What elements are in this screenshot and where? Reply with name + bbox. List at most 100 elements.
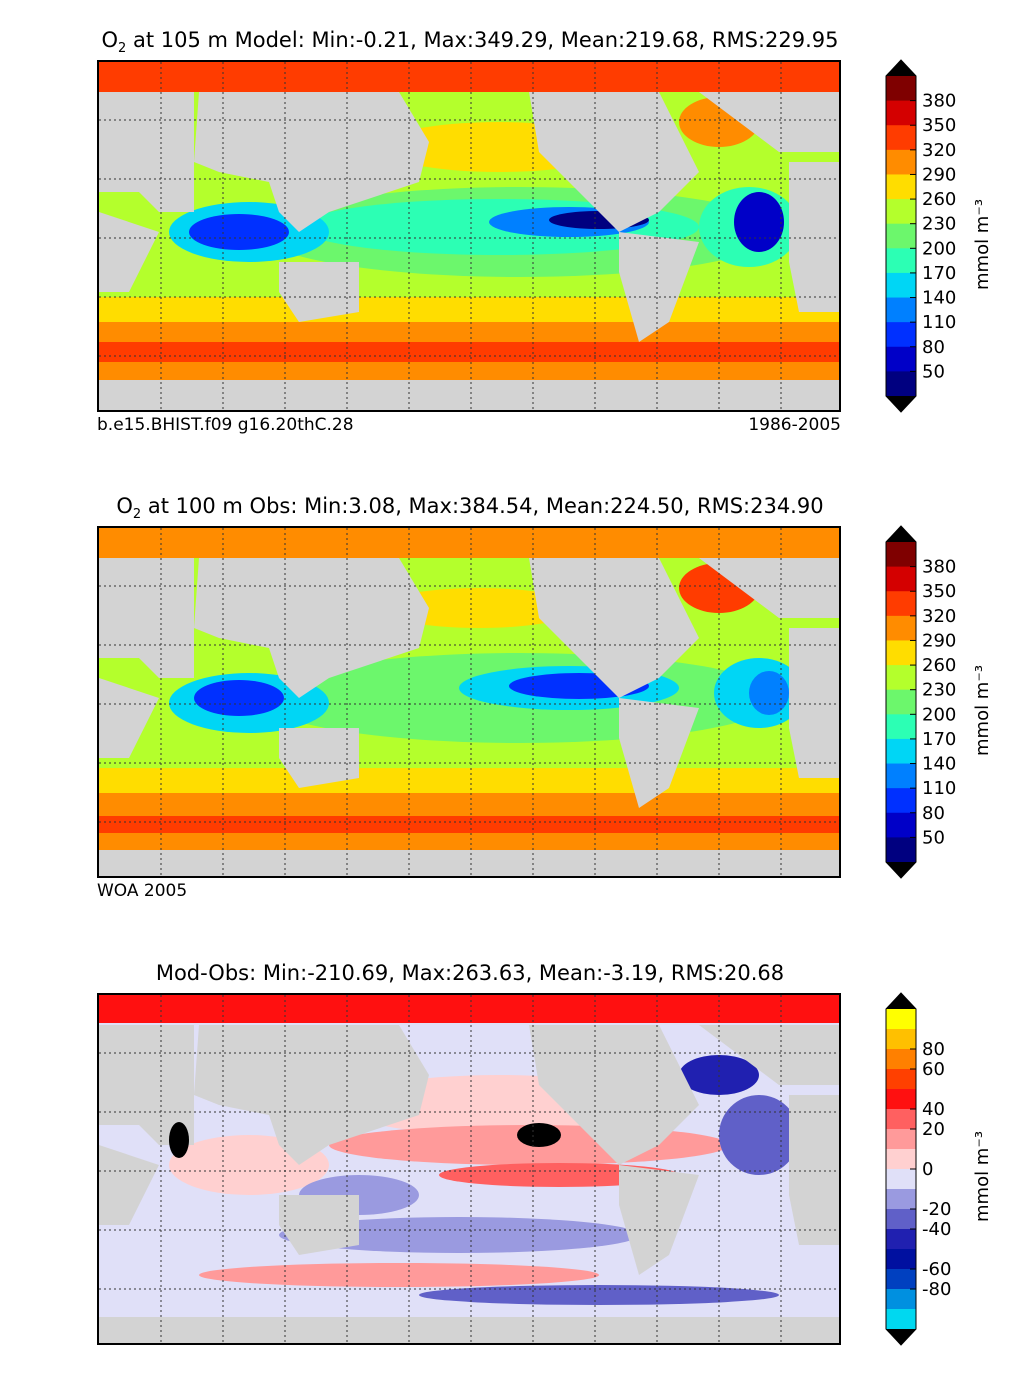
colorbar-tick-label: 230 bbox=[922, 214, 956, 235]
colorbar-tick-label: 320 bbox=[922, 606, 956, 627]
colorbar-band bbox=[886, 763, 916, 789]
colorbar-band bbox=[886, 248, 916, 274]
colorbar-tick-label: 200 bbox=[922, 704, 956, 725]
colorbar-tick-label: 350 bbox=[922, 581, 956, 602]
colorbar-tick-label: 350 bbox=[922, 115, 956, 136]
colorbar-tick-label: 50 bbox=[922, 827, 945, 848]
colorbar-band bbox=[886, 1049, 916, 1070]
colorbar-band bbox=[886, 371, 916, 397]
colorbar-band bbox=[886, 1189, 916, 1210]
colorbar-band bbox=[886, 322, 916, 348]
colorbar-band bbox=[886, 1249, 916, 1270]
colorbar-tick-label: 80 bbox=[922, 803, 945, 824]
colorbar-band bbox=[886, 1169, 916, 1190]
colorbar-tick-label: 290 bbox=[922, 164, 956, 185]
colorbar-tick-label: 140 bbox=[922, 288, 956, 309]
colorbar-over-arrow bbox=[886, 526, 916, 542]
colorbar-band bbox=[886, 272, 916, 299]
colorbar-over-arrow bbox=[886, 60, 916, 76]
obs-map-field bbox=[99, 528, 839, 876]
colorbar-tick-label: 80 bbox=[922, 1039, 945, 1060]
colorbar-band bbox=[886, 1069, 916, 1090]
colorbar-tick-label: 20 bbox=[922, 1119, 945, 1140]
colorbar-tick-label: 80 bbox=[922, 337, 945, 358]
colorbar-band bbox=[886, 1289, 916, 1310]
colorbar-band bbox=[886, 1089, 916, 1110]
colorbar-under-arrow bbox=[886, 1329, 916, 1345]
colorbar-band bbox=[886, 1009, 916, 1030]
colorbar-tick-label: 260 bbox=[922, 655, 956, 676]
colorbar-tick-label: 230 bbox=[922, 680, 956, 701]
model-footer-right: 1986-2005 bbox=[748, 415, 841, 435]
colorbar-band bbox=[886, 1149, 916, 1170]
obs-title: O2 at 100 m Obs: Min:3.08, Max:384.54, M… bbox=[116, 494, 824, 523]
colorbar-tick-label: 140 bbox=[922, 754, 956, 775]
colorbar-tick-label: 200 bbox=[922, 238, 956, 259]
colorbar-band bbox=[886, 223, 916, 249]
diff-title: Mod-Obs: Min:-210.69, Max:263.63, Mean:-… bbox=[155, 961, 785, 985]
colorbar-band bbox=[886, 566, 916, 592]
colorbar-outline bbox=[885, 59, 917, 413]
model-colorbar-unit: mmol m⁻³ bbox=[972, 198, 993, 290]
colorbar-band bbox=[886, 615, 916, 641]
colorbar-band bbox=[886, 837, 916, 863]
colorbar-band bbox=[886, 542, 916, 568]
colorbar-band bbox=[886, 640, 916, 666]
colorbar-tick-label: 50 bbox=[922, 361, 945, 382]
model-map-field bbox=[99, 62, 839, 410]
colorbar-tick-label: 380 bbox=[922, 91, 956, 112]
colorbar-tick-label: 110 bbox=[922, 312, 956, 333]
colorbar-band bbox=[886, 591, 916, 617]
colorbar-tick-label: -20 bbox=[922, 1199, 951, 1220]
colorbar-svg: 380 350 320 290 260 230 200 170 140 110 80 50 bbox=[885, 525, 956, 879]
colorbar-band bbox=[886, 76, 916, 102]
colorbar-band bbox=[886, 125, 916, 151]
colorbar-band bbox=[886, 100, 916, 126]
diff-map-field bbox=[99, 995, 839, 1343]
colorbar-tick-label: 290 bbox=[922, 630, 956, 651]
colorbar-tick-label: 170 bbox=[922, 263, 956, 284]
model-footer-left: b.e15.BHIST.f09 g16.20thC.28 bbox=[97, 415, 354, 435]
colorbar-tick-label: -60 bbox=[922, 1259, 951, 1280]
colorbar-band bbox=[886, 297, 916, 323]
colorbar-tick-label: 170 bbox=[922, 729, 956, 750]
diff-map bbox=[97, 993, 841, 1345]
colorbar-band bbox=[886, 1309, 916, 1330]
colorbar-tick-label: 0 bbox=[922, 1159, 933, 1180]
colorbar-tick-label: 320 bbox=[922, 140, 956, 161]
obs-colorbar: 380 350 320 290 260 230 200 170 140 110 80 50 bbox=[885, 525, 956, 879]
colorbar-tick-label: 40 bbox=[922, 1099, 945, 1120]
colorbar-band bbox=[886, 174, 916, 200]
colorbar-band bbox=[886, 1209, 916, 1230]
colorbar-band bbox=[886, 1129, 916, 1150]
colorbar-over-arrow bbox=[886, 993, 916, 1009]
diff-colorbar: 80 60 40 20 0 -20 -40 -60 -80 bbox=[885, 992, 951, 1346]
colorbar-band bbox=[886, 1229, 916, 1250]
colorbar-svg: 380 350 320 290 260 230 200 170 140 110 80 50 bbox=[885, 59, 956, 413]
colorbar-band bbox=[886, 714, 916, 740]
colorbar-band bbox=[886, 788, 916, 814]
colorbar-tick-label: 260 bbox=[922, 189, 956, 210]
colorbar-tick-label: -80 bbox=[922, 1279, 951, 1300]
colorbar-under-arrow bbox=[886, 396, 916, 412]
obs-map bbox=[97, 526, 841, 878]
colorbar-band bbox=[886, 1269, 916, 1290]
model-colorbar: 380 350 320 290 260 230 200 170 140 110 80 50 bbox=[885, 59, 956, 413]
colorbar-outline bbox=[885, 992, 917, 1346]
diff-colorbar-unit: mmol m⁻³ bbox=[972, 1130, 993, 1222]
colorbar-band bbox=[886, 689, 916, 715]
colorbar-tick-label: 110 bbox=[922, 778, 956, 799]
colorbar-band bbox=[886, 149, 916, 175]
colorbar-band bbox=[886, 812, 916, 838]
model-map bbox=[97, 60, 841, 412]
colorbar-band bbox=[886, 738, 916, 765]
colorbar-outline bbox=[885, 525, 917, 879]
colorbar-tick-label: 380 bbox=[922, 557, 956, 578]
model-title: O2 at 105 m Model: Min:-0.21, Max:349.29… bbox=[101, 28, 839, 57]
colorbar-band bbox=[886, 1029, 916, 1050]
colorbar-under-arrow bbox=[886, 862, 916, 878]
obs-colorbar-unit: mmol m⁻³ bbox=[972, 664, 993, 756]
colorbar-tick-label: 60 bbox=[922, 1059, 945, 1080]
colorbar-band bbox=[886, 346, 916, 372]
